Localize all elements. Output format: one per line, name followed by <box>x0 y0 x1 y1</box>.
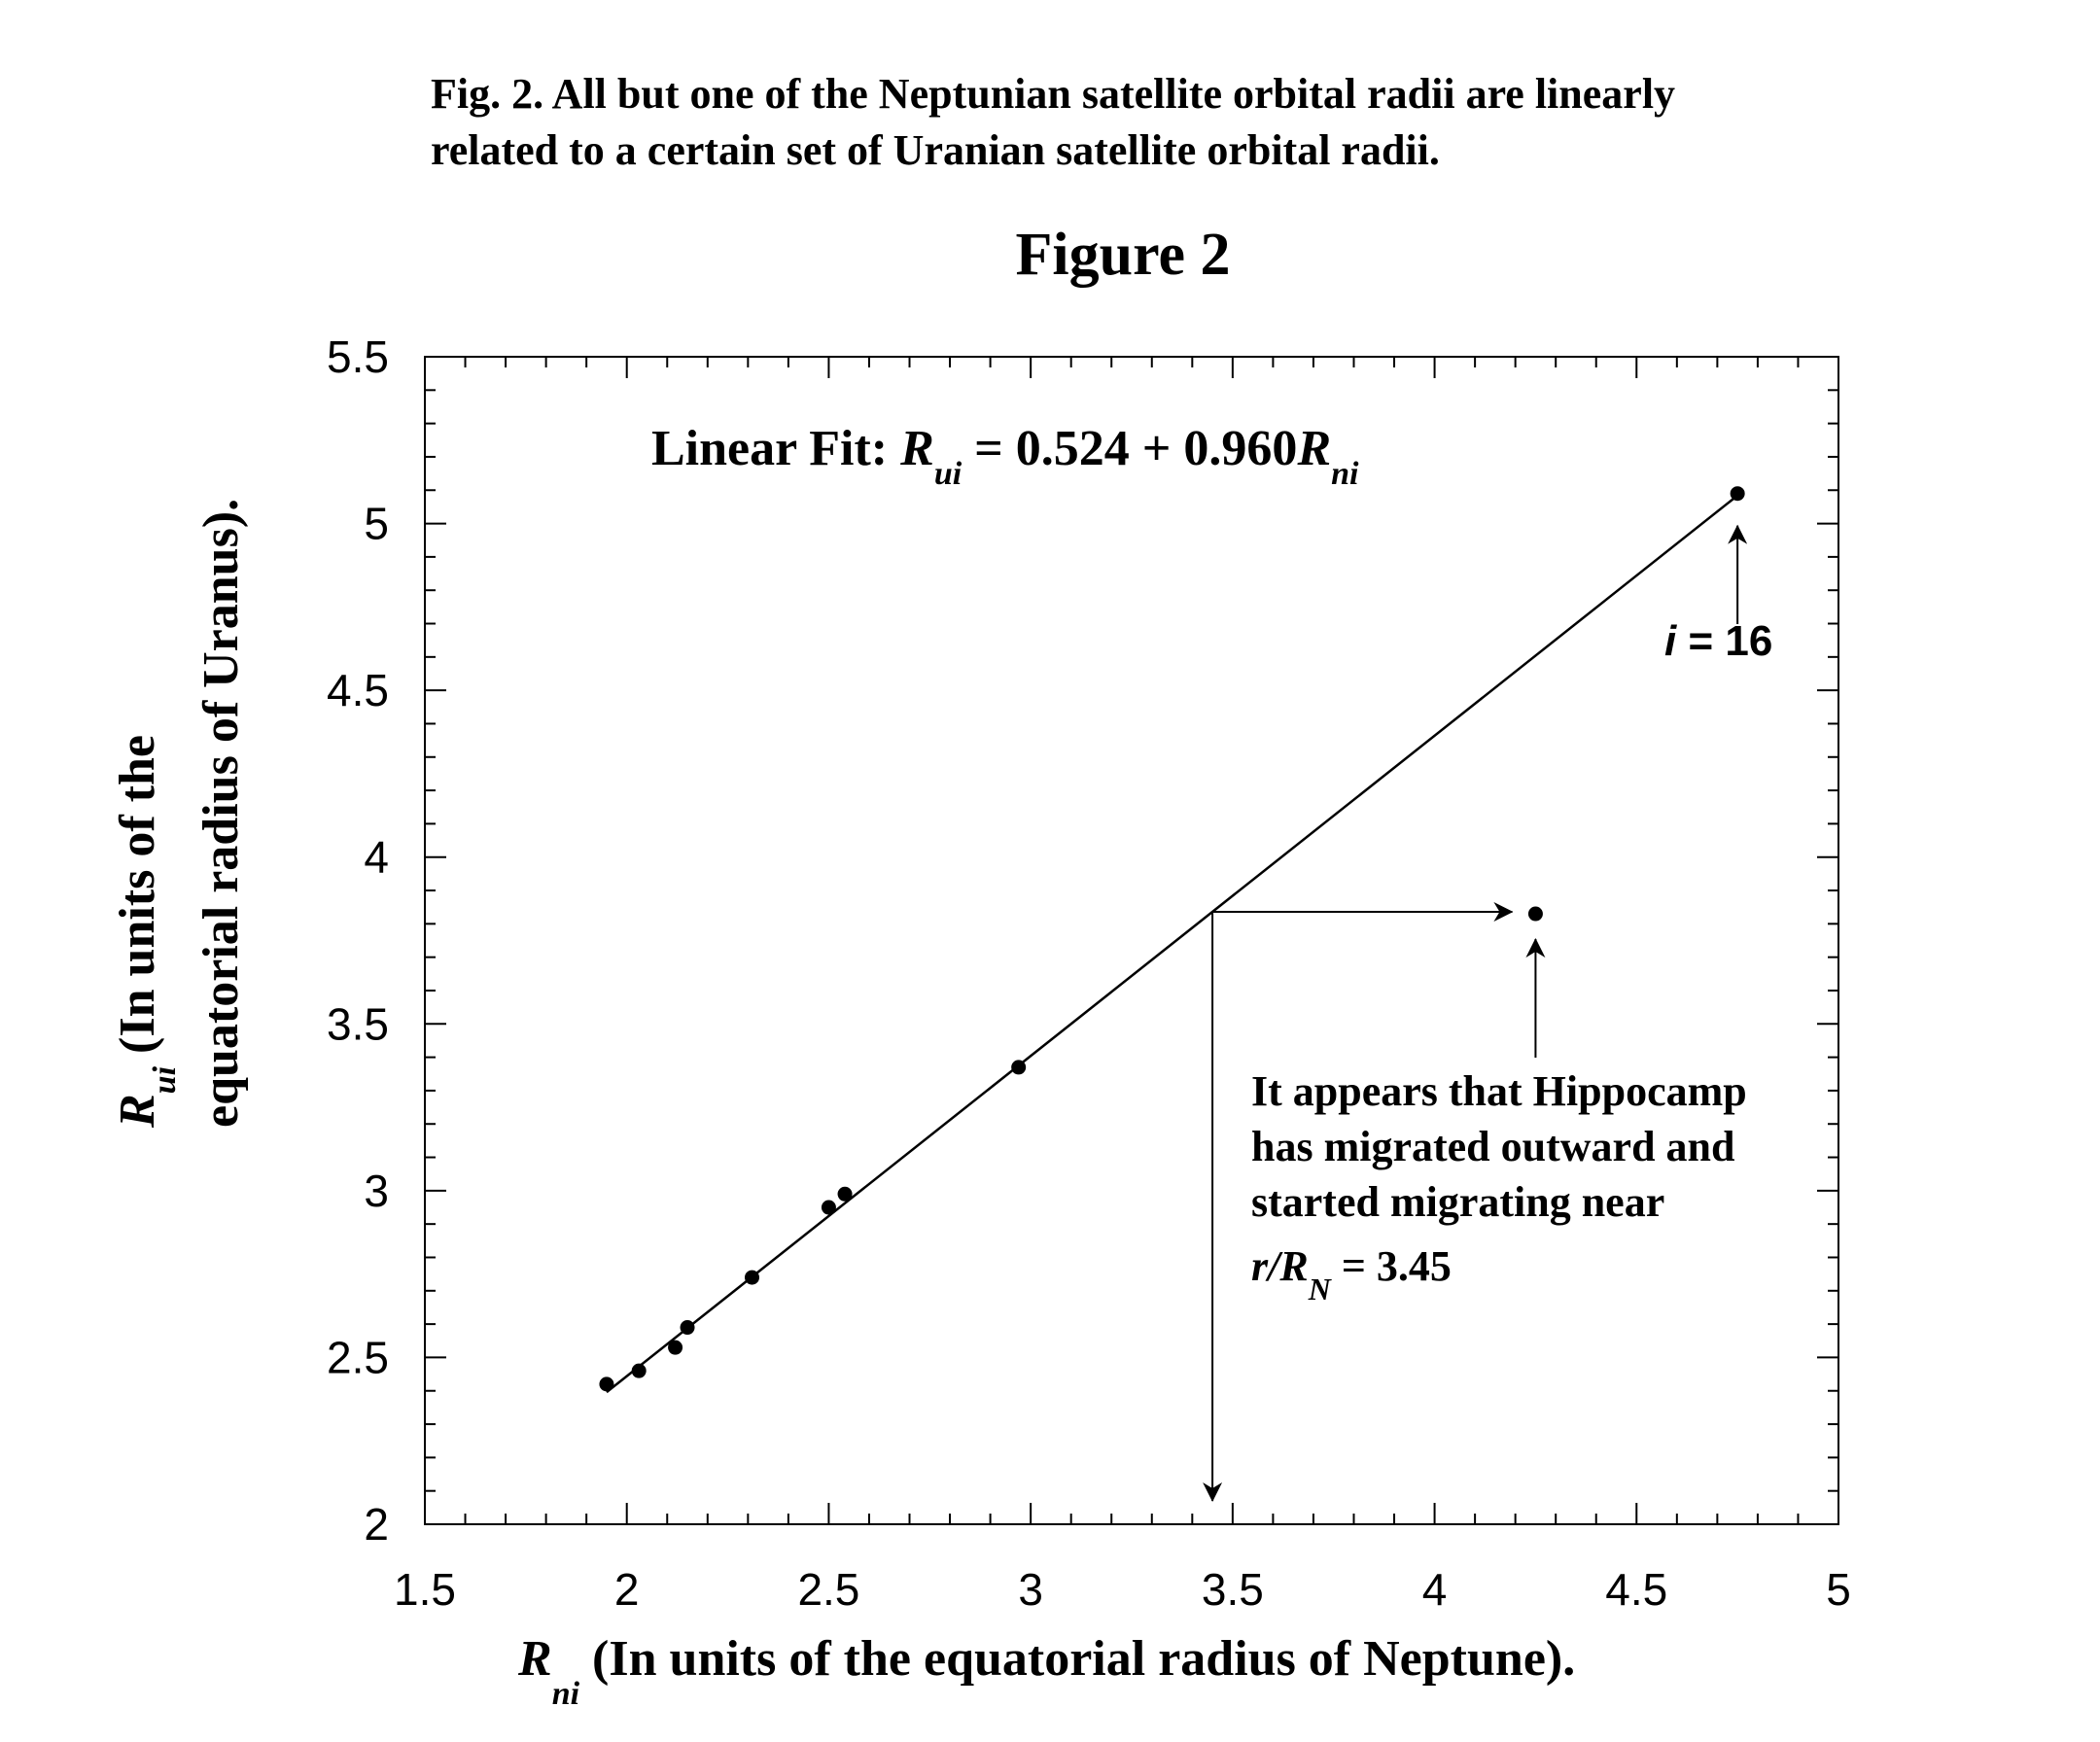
y-tick-labels: 2 2.5 3 3.5 4 4.5 5 5.5 <box>327 331 389 1550</box>
axis-ticks <box>424 356 1839 1525</box>
note-line-4-rest: = 3.45 <box>1331 1242 1452 1290</box>
caption-line-2: related to a certain set of Uranian sate… <box>431 126 1440 174</box>
fit-line <box>606 494 1738 1394</box>
top-point-label-rest: = 16 <box>1676 617 1772 665</box>
top-point-label: i = 16 <box>1664 617 1772 665</box>
data-point <box>744 1270 759 1285</box>
plot-frame <box>424 356 1839 1525</box>
note-line-1: It appears that Hippocamp <box>1251 1067 1747 1115</box>
y-axis-label-text: (In units of the <box>110 735 165 1066</box>
fit-rhs: = 0.524 + 0.960 <box>962 421 1297 476</box>
y-tick-label: 2.5 <box>327 1332 389 1382</box>
y-tick-label: 4.5 <box>327 665 389 715</box>
data-point <box>680 1320 695 1336</box>
y-tick-label: 3.5 <box>327 998 389 1049</box>
fit-prefix: Linear Fit: <box>651 421 900 476</box>
y-tick-label: 5.5 <box>327 331 389 382</box>
data-point <box>821 1200 836 1215</box>
data-point <box>599 1376 614 1392</box>
x-tick-label: 5 <box>1826 1564 1851 1615</box>
x-axis-label-sub: ni <box>552 1676 580 1712</box>
figure-caption: Fig. 2. All but one of the Neptunian sat… <box>431 66 1889 179</box>
x-tick-label: 3 <box>1018 1564 1043 1615</box>
y-tick-label: 2 <box>364 1499 389 1550</box>
note-line-4-sub: N <box>1308 1272 1333 1306</box>
x-tick-label: 4 <box>1422 1564 1448 1615</box>
data-points <box>599 486 1745 1392</box>
x-tick-label: 4.5 <box>1605 1564 1667 1615</box>
data-point <box>1730 486 1745 502</box>
hippocamp-note: It appears that Hippocamp has migrated o… <box>1251 1067 1747 1306</box>
data-point <box>1527 906 1543 922</box>
y-tick-label: 5 <box>364 499 389 549</box>
x-axis-label: Rni (In units of the equatorial radius o… <box>517 1631 1575 1712</box>
fit-rhs-sub: ni <box>1331 456 1359 492</box>
caption-line-1: Fig. 2. All but one of the Neptunian sat… <box>431 70 1676 118</box>
chart-title: Figure 2 <box>1016 222 1231 288</box>
fit-equation-label: Linear Fit: Rui = 0.524 + 0.960Rni <box>651 421 1359 492</box>
annotation-arrows <box>1203 524 1748 1502</box>
y-axis-label-sub: ui <box>147 1065 183 1094</box>
fit-lhs-sub: ui <box>934 456 962 492</box>
data-point <box>668 1340 683 1355</box>
top-point-label-italic: i <box>1664 617 1677 665</box>
x-tick-label: 3.5 <box>1202 1564 1264 1615</box>
note-line-4-sym: r/R <box>1251 1242 1309 1290</box>
fit-lhs: R <box>899 421 934 476</box>
y-tick-label: 3 <box>364 1166 389 1216</box>
data-point <box>1011 1060 1027 1075</box>
data-point <box>837 1186 853 1202</box>
fit-rhs-sym: R <box>1296 421 1331 476</box>
y-axis-label-line-2: equatorial radius of Uranus). <box>193 499 249 1128</box>
x-tick-label: 2 <box>614 1564 640 1615</box>
data-point <box>631 1363 647 1378</box>
x-axis-label-symbol: R <box>517 1631 552 1687</box>
note-line-2: has migrated outward and <box>1251 1123 1735 1170</box>
x-axis-label-text: (In units of the equatorial radius of Ne… <box>579 1631 1575 1687</box>
fit-line-group <box>606 494 1738 1394</box>
note-line-4: r/RN = 3.45 <box>1251 1242 1452 1306</box>
x-tick-label: 1.5 <box>394 1564 456 1615</box>
note-line-3: started migrating near <box>1251 1178 1664 1226</box>
y-axis-label: Rui (In units of the equatorial radius o… <box>110 499 249 1129</box>
x-tick-label: 2.5 <box>797 1564 859 1615</box>
y-tick-label: 4 <box>364 832 389 883</box>
y-axis-label-line-1: Rui (In units of the <box>110 735 183 1129</box>
x-tick-labels: 1.5 2 2.5 3 3.5 4 4.5 5 <box>394 1564 1851 1615</box>
y-axis-label-symbol: R <box>110 1094 165 1129</box>
